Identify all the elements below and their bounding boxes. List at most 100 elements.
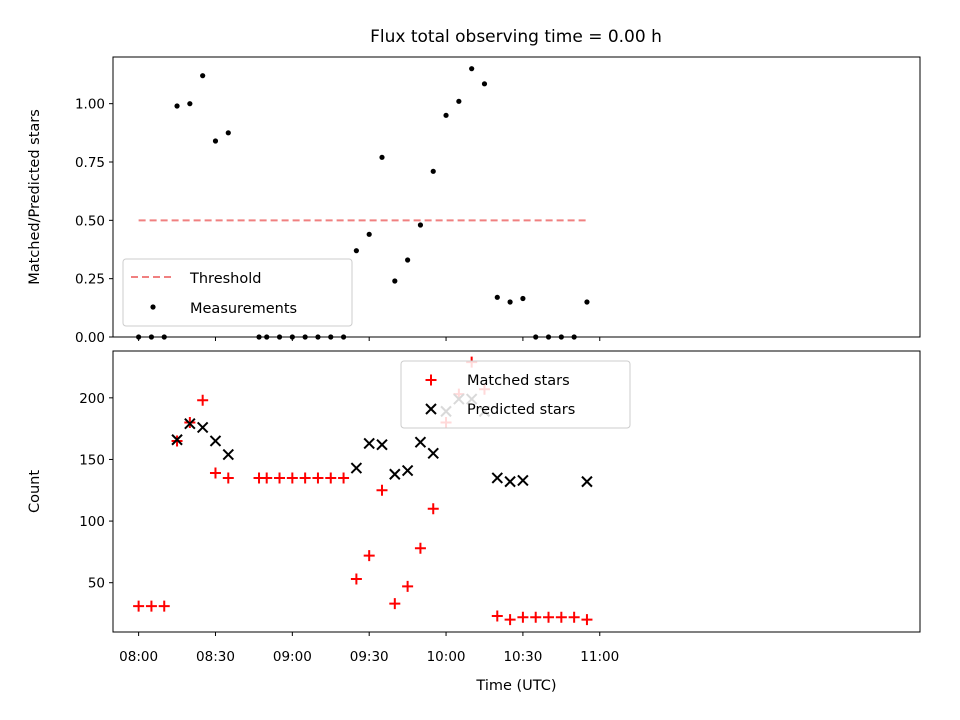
plot-frame bbox=[112, 350, 921, 633]
measurement-point bbox=[340, 334, 347, 340]
y-tick-label: 100 bbox=[79, 514, 105, 530]
measurement-point bbox=[353, 248, 359, 254]
y-tick-label: 50 bbox=[88, 576, 105, 592]
matched-star-point bbox=[274, 472, 286, 484]
top-panel-ratio: 0.00 0.25 0.50 0.75 1.00 Matched/Predicted st… bbox=[27, 56, 921, 346]
legend-box bbox=[122, 258, 353, 327]
measurement-point bbox=[187, 101, 193, 107]
measurement-point bbox=[276, 334, 283, 340]
x-tick-label: 08:30 bbox=[196, 649, 235, 665]
measurement-point bbox=[507, 299, 513, 305]
legend-box bbox=[400, 360, 631, 429]
predicted-star-point bbox=[389, 468, 401, 480]
measurement-point bbox=[405, 257, 411, 263]
measurement-point bbox=[494, 294, 500, 300]
measurement-point bbox=[174, 103, 180, 109]
legend-predicted-swatch bbox=[425, 403, 437, 415]
matched-star-point bbox=[158, 600, 170, 612]
matched-star-point bbox=[299, 472, 311, 484]
chart-title: Flux total observing time = 0.00 h bbox=[370, 27, 662, 47]
predicted-star-point bbox=[401, 464, 414, 477]
predicted-star-point bbox=[222, 448, 234, 461]
measurement-point bbox=[225, 130, 231, 136]
matched-star-point bbox=[145, 600, 157, 612]
measurement-point bbox=[315, 334, 321, 340]
predicted-star-point bbox=[350, 462, 363, 474]
legend-matched-label: Matched stars bbox=[467, 373, 570, 389]
predicted-star-point bbox=[491, 472, 503, 484]
measurement-point bbox=[533, 334, 539, 340]
matched-star-point bbox=[286, 472, 298, 484]
matched-star-point bbox=[530, 611, 542, 623]
predicted-star-point bbox=[184, 418, 196, 430]
x-tick-label: 11:00 bbox=[580, 649, 619, 665]
y-axis-label: Count bbox=[27, 470, 43, 513]
matched-star-point bbox=[325, 472, 337, 484]
measurement-point bbox=[289, 334, 295, 340]
matched-star-point bbox=[427, 503, 439, 515]
measurement-point bbox=[200, 73, 206, 79]
predicted-star-point bbox=[363, 437, 375, 450]
legend-measurements-swatch bbox=[150, 304, 156, 310]
measurement-point bbox=[264, 334, 270, 340]
matched-star-point bbox=[504, 614, 516, 626]
y-tick-label: 0.75 bbox=[75, 155, 105, 171]
predicted-star-point bbox=[581, 475, 593, 488]
measurement-point bbox=[366, 231, 372, 237]
x-tick-label: 09:30 bbox=[350, 649, 389, 665]
x-tick-label: 09:00 bbox=[273, 649, 312, 665]
matched-star-point bbox=[517, 611, 529, 623]
measurement-point bbox=[417, 222, 424, 228]
predicted-star-point bbox=[517, 474, 529, 487]
x-tick-label: 10:30 bbox=[503, 649, 542, 665]
matched-star-point bbox=[209, 467, 221, 479]
legend-threshold-label: Threshold bbox=[189, 271, 261, 287]
matched-star-point bbox=[543, 611, 555, 623]
matched-star-point bbox=[350, 573, 362, 585]
predicted-star-point bbox=[171, 434, 183, 446]
plot-frame bbox=[112, 56, 921, 338]
y-tick-label: 1.00 bbox=[75, 97, 105, 113]
x-tick-label: 08:00 bbox=[119, 649, 158, 665]
measurement-point bbox=[520, 295, 526, 302]
matched-star-point bbox=[197, 394, 209, 406]
legend: Threshold Measurements bbox=[122, 258, 353, 327]
matched-star-point bbox=[402, 580, 414, 592]
measurement-point bbox=[430, 168, 436, 174]
measurement-point bbox=[256, 334, 262, 340]
measurement-point bbox=[212, 138, 219, 144]
measurement-point bbox=[302, 334, 308, 340]
predicted-star-point bbox=[504, 475, 516, 488]
measurement-point bbox=[379, 154, 385, 160]
bottom-panel-counts: 50 100 150 200 08:00 08:30 09:00 09:30 10:00 10:3… bbox=[27, 350, 921, 694]
y-tick-label: 150 bbox=[79, 452, 105, 468]
legend: Matched stars Predicted stars bbox=[400, 360, 631, 429]
y-tick-label: 0.25 bbox=[75, 272, 105, 288]
predicted-star-point bbox=[209, 435, 222, 447]
y-tick-label: 0.00 bbox=[75, 330, 105, 346]
measurement-point bbox=[571, 334, 577, 340]
matched-star-point bbox=[491, 610, 503, 622]
matched-star-point bbox=[363, 550, 375, 562]
predicted-star-point bbox=[414, 436, 427, 448]
legend-measurements-label: Measurements bbox=[190, 301, 297, 317]
matched-star-point bbox=[312, 472, 324, 484]
matched-star-point bbox=[376, 484, 388, 496]
measurement-point bbox=[161, 334, 167, 340]
measurement-point bbox=[481, 81, 488, 87]
measurement-point bbox=[456, 98, 462, 104]
y-axis-label: Matched/Predicted stars bbox=[27, 109, 43, 285]
measurement-point bbox=[328, 334, 334, 340]
matched-star-point bbox=[338, 472, 350, 484]
measurement-point bbox=[558, 334, 564, 340]
matched-star-point bbox=[555, 611, 567, 623]
legend-matched-swatch bbox=[425, 374, 437, 386]
legend-predicted-label: Predicted stars bbox=[467, 402, 575, 418]
x-axis-label: Time (UTC) bbox=[475, 678, 556, 694]
measurement-point bbox=[545, 334, 552, 340]
matched-star-point bbox=[222, 472, 234, 484]
matched-star-point bbox=[568, 611, 580, 623]
y-tick-label: 200 bbox=[79, 391, 105, 407]
measurement-point bbox=[443, 112, 449, 118]
matched-star-point bbox=[261, 472, 273, 484]
